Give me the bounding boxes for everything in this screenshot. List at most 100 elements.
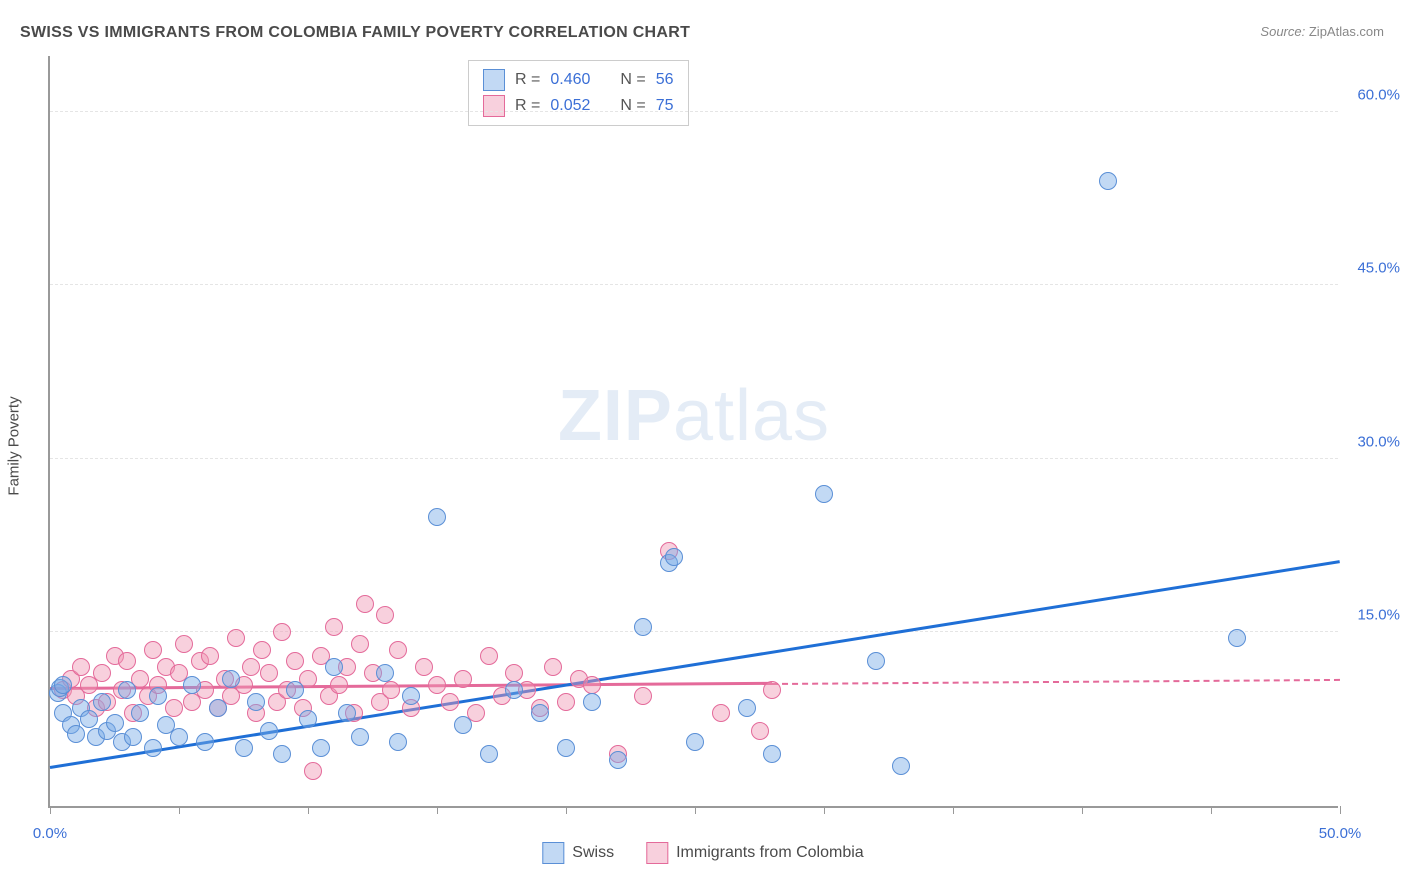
data-point-swiss — [634, 618, 652, 636]
data-point-swiss — [531, 704, 549, 722]
data-point-swiss — [222, 670, 240, 688]
swatch-swiss — [542, 842, 564, 864]
plot-area: ZIPatlas R = 0.460 N = 56 R = 0.052 N = … — [48, 56, 1338, 808]
data-point-swiss — [273, 745, 291, 763]
x-tick — [50, 806, 51, 814]
r-label: R = — [515, 71, 540, 89]
data-point-swiss — [557, 739, 575, 757]
data-point-swiss — [93, 693, 111, 711]
data-point-colombia — [751, 722, 769, 740]
data-point-colombia — [454, 670, 472, 688]
trend-line-colombia — [772, 679, 1340, 685]
x-tick — [1340, 806, 1341, 814]
r-value-swiss: 0.460 — [550, 71, 590, 89]
watermark: ZIPatlas — [558, 375, 830, 457]
data-point-swiss — [131, 704, 149, 722]
data-point-swiss — [118, 681, 136, 699]
data-point-colombia — [583, 676, 601, 694]
data-point-colombia — [505, 664, 523, 682]
data-point-swiss — [1228, 629, 1246, 647]
n-label: N = — [620, 71, 645, 89]
bottom-legend: Swiss Immigrants from Colombia — [542, 842, 863, 864]
r-label: R = — [515, 97, 540, 115]
legend-item-colombia: Immigrants from Colombia — [646, 842, 864, 864]
data-point-swiss — [67, 725, 85, 743]
source-attribution: Source: ZipAtlas.com — [1260, 24, 1384, 39]
data-point-colombia — [330, 676, 348, 694]
data-point-colombia — [356, 595, 374, 613]
data-point-colombia — [260, 664, 278, 682]
data-point-swiss — [338, 704, 356, 722]
y-tick-label: 45.0% — [1357, 260, 1400, 277]
data-point-swiss — [235, 739, 253, 757]
data-point-swiss — [260, 722, 278, 740]
data-point-colombia — [544, 658, 562, 676]
data-point-swiss — [312, 739, 330, 757]
swatch-swiss — [483, 69, 505, 91]
data-point-colombia — [242, 658, 260, 676]
data-point-swiss — [389, 733, 407, 751]
legend-label-colombia: Immigrants from Colombia — [676, 844, 864, 862]
data-point-swiss — [815, 485, 833, 503]
data-point-colombia — [557, 693, 575, 711]
gridline — [50, 111, 1338, 112]
chart-container: SWISS VS IMMIGRANTS FROM COLOMBIA FAMILY… — [0, 0, 1406, 892]
data-point-colombia — [415, 658, 433, 676]
data-point-swiss — [149, 687, 167, 705]
data-point-colombia — [389, 641, 407, 659]
data-point-colombia — [325, 618, 343, 636]
x-tick-label: 0.0% — [33, 825, 67, 842]
data-point-swiss — [170, 728, 188, 746]
data-point-swiss — [209, 699, 227, 717]
data-point-swiss — [351, 728, 369, 746]
data-point-swiss — [609, 751, 627, 769]
data-point-swiss — [763, 745, 781, 763]
data-point-colombia — [351, 635, 369, 653]
x-tick — [953, 806, 954, 814]
data-point-swiss — [247, 693, 265, 711]
x-tick — [179, 806, 180, 814]
data-point-colombia — [286, 652, 304, 670]
r-value-colombia: 0.052 — [550, 97, 590, 115]
data-point-colombia — [227, 629, 245, 647]
data-point-colombia — [480, 647, 498, 665]
data-point-colombia — [72, 658, 90, 676]
swatch-colombia — [646, 842, 668, 864]
data-point-swiss — [892, 757, 910, 775]
x-tick — [437, 806, 438, 814]
swatch-colombia — [483, 95, 505, 117]
source-label: Source: — [1260, 24, 1305, 39]
data-point-colombia — [304, 762, 322, 780]
data-point-colombia — [763, 681, 781, 699]
legend-item-swiss: Swiss — [542, 842, 614, 864]
data-point-swiss — [428, 508, 446, 526]
data-point-swiss — [1099, 172, 1117, 190]
data-point-colombia — [201, 647, 219, 665]
data-point-swiss — [286, 681, 304, 699]
data-point-swiss — [402, 687, 420, 705]
data-point-colombia — [634, 687, 652, 705]
x-tick — [308, 806, 309, 814]
watermark-bold: ZIP — [558, 376, 673, 456]
data-point-colombia — [712, 704, 730, 722]
data-point-swiss — [686, 733, 704, 751]
source-value: ZipAtlas.com — [1309, 24, 1384, 39]
data-point-colombia — [144, 641, 162, 659]
data-point-colombia — [93, 664, 111, 682]
x-tick — [1211, 806, 1212, 814]
y-tick-label: 30.0% — [1357, 433, 1400, 450]
x-tick — [695, 806, 696, 814]
data-point-swiss — [376, 664, 394, 682]
data-point-colombia — [382, 681, 400, 699]
data-point-swiss — [80, 710, 98, 728]
data-point-swiss — [144, 739, 162, 757]
data-point-swiss — [583, 693, 601, 711]
watermark-light: atlas — [673, 376, 830, 456]
legend-label-swiss: Swiss — [572, 844, 614, 862]
data-point-colombia — [441, 693, 459, 711]
data-point-swiss — [183, 676, 201, 694]
n-value-colombia: 75 — [656, 97, 674, 115]
y-tick-label: 60.0% — [1357, 86, 1400, 103]
data-point-swiss — [299, 710, 317, 728]
gridline — [50, 284, 1338, 285]
